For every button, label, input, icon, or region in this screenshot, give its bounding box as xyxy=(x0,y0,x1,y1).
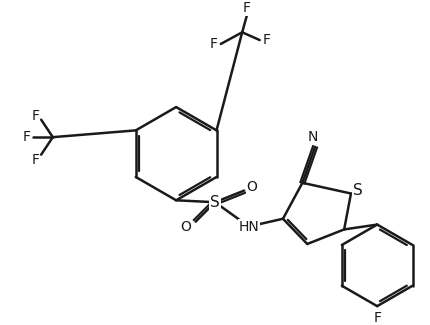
Text: S: S xyxy=(210,195,220,210)
Text: S: S xyxy=(353,183,362,198)
Text: HN: HN xyxy=(239,219,259,233)
Text: F: F xyxy=(31,109,39,123)
Text: O: O xyxy=(246,180,257,194)
Text: N: N xyxy=(308,130,318,144)
Text: F: F xyxy=(243,1,251,15)
Text: F: F xyxy=(373,311,381,325)
Text: O: O xyxy=(181,219,191,233)
Text: F: F xyxy=(210,37,218,51)
Text: F: F xyxy=(262,33,270,47)
Text: F: F xyxy=(31,152,39,166)
Text: F: F xyxy=(23,130,31,144)
